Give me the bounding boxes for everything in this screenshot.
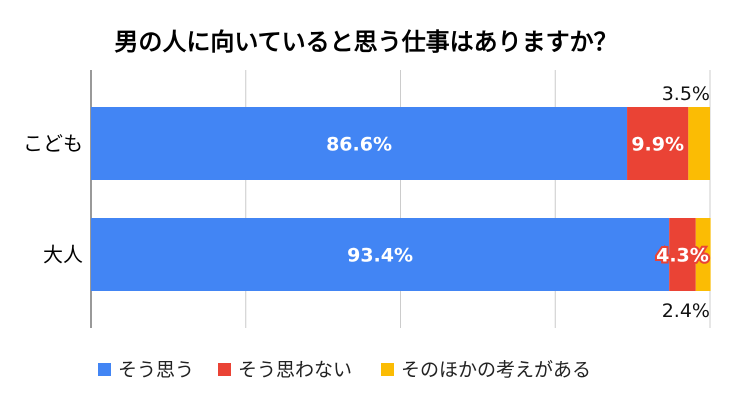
legend-label: そう思わない <box>238 359 352 381</box>
bar-segment <box>91 107 628 180</box>
bar-segment <box>688 107 710 180</box>
legend-swatch <box>98 363 111 376</box>
legend-swatch <box>218 363 231 376</box>
data-label: 4.3% <box>656 245 709 267</box>
data-label: 93.4% <box>347 245 413 267</box>
bar-segment <box>627 107 689 180</box>
data-label: 86.6% <box>326 134 392 156</box>
legend: そう思う そう思わない そのほかの考えがある <box>98 359 591 381</box>
legend-label: そのほかの考えがある <box>401 359 591 381</box>
category-label: こども <box>23 132 83 156</box>
bar-segment <box>695 218 711 291</box>
data-label: 2.4% <box>662 300 710 322</box>
bars <box>91 107 711 291</box>
legend-swatch <box>381 363 394 376</box>
bar-segment <box>91 218 670 291</box>
data-label: 9.9% <box>631 134 684 156</box>
bar-segment <box>669 218 696 291</box>
legend-label: そう思う <box>118 359 194 381</box>
data-label: 3.5% <box>662 83 710 105</box>
category-label: 大人 <box>43 243 83 267</box>
chart-title: 男の人に向いていると思う仕事はありますか？ <box>114 28 617 56</box>
data-labels: 86.6% 9.9% 3.5% 93.4% 4.3% 2.4% <box>326 83 711 322</box>
